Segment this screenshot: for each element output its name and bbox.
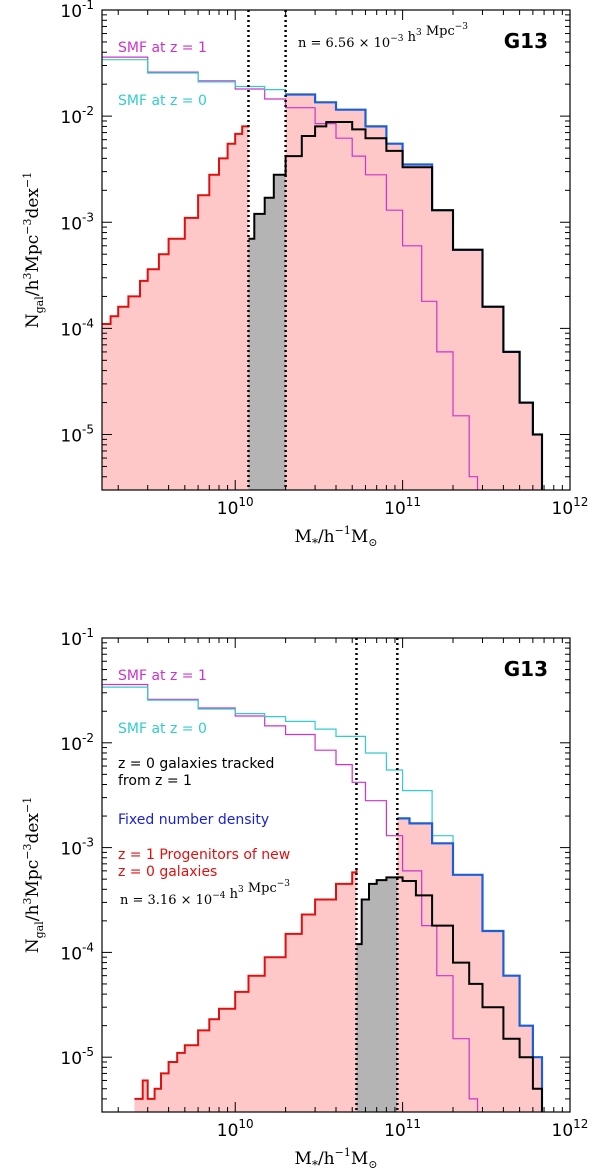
simulation-label: G13	[504, 657, 548, 681]
panel-bottom: 1010 1011 1012 10-5 10-4 10-3 10-2 10-1 M*/h−1M⊙…	[21, 626, 588, 1172]
y-tick-label: 10-4	[60, 940, 94, 964]
y-tick-label: 10-5	[60, 1045, 94, 1069]
plot-area	[102, 683, 544, 1112]
y-tick-label: 10-1	[60, 626, 94, 650]
plot-area	[102, 56, 544, 490]
progenitors-fill	[102, 125, 249, 490]
progenitors-fill	[134, 869, 357, 1112]
legend-smf-z0: SMF at z = 0	[118, 93, 207, 109]
y-tick-label: 10-2	[60, 731, 94, 755]
legend-smf-z1: SMF at z = 1	[118, 40, 207, 56]
simulation-label: G13	[504, 29, 548, 53]
number-density-label: n = 3.16 × 10−4 h3 Mpc−3	[120, 879, 290, 908]
tracked-fill	[248, 156, 286, 490]
x-tick-label: 1011	[384, 495, 421, 519]
x-tick-label: 1010	[217, 1117, 254, 1141]
legend-progenitors: z = 1 Progenitors of new z = 0 galaxies	[118, 847, 290, 880]
legend-fixed-number-density: Fixed number density	[118, 812, 269, 828]
number-density-label: n = 6.56 × 10−3 h3 Mpc−3	[298, 22, 468, 51]
x-tick-label: 1012	[552, 495, 589, 519]
x-axis-label: M*/h−1M⊙	[295, 1146, 378, 1172]
x-tick-label: 1012	[552, 1117, 589, 1141]
y-tick-label: 10-3	[60, 836, 94, 860]
y-axis-label: Ngal/h3Mpc−3dex−1	[21, 797, 46, 953]
legend-smf-z1: SMF at z = 1	[118, 668, 207, 684]
tracked-fill	[356, 877, 398, 1112]
panel-top: 1010 1011 1012 10-5 10-4 10-3 10-2 10-1 M*/h−1M⊙…	[21, 0, 588, 550]
y-tick-label: 10-3	[60, 210, 94, 234]
x-tick-label: 1011	[384, 1117, 421, 1141]
excess-fill	[285, 94, 542, 490]
series-z-1-progenitors-of-new-z-0-galaxies	[102, 125, 250, 325]
y-tick-label: 10-1	[60, 0, 94, 22]
y-tick-label: 10-4	[60, 316, 94, 340]
x-axis-label: M*/h−1M⊙	[295, 524, 378, 550]
x-tick-label: 1010	[217, 495, 254, 519]
series-z-0-galaxies-tracked-from-z-1	[248, 121, 543, 490]
legend-smf-z0: SMF at z = 0	[118, 721, 207, 737]
series-z-0-galaxies-tracked-from-z-1	[356, 876, 543, 1112]
series-fixed-number-density	[397, 817, 544, 1112]
y-axis-label: Ngal/h3Mpc−3dex−1	[21, 172, 46, 328]
y-tick-label: 10-2	[60, 104, 94, 128]
y-tick-label: 10-5	[60, 423, 94, 447]
legend-tracked: z = 0 galaxies tracked from z = 1	[118, 756, 274, 789]
series-z-1-progenitors-of-new-z-0-galaxies	[134, 869, 358, 1100]
